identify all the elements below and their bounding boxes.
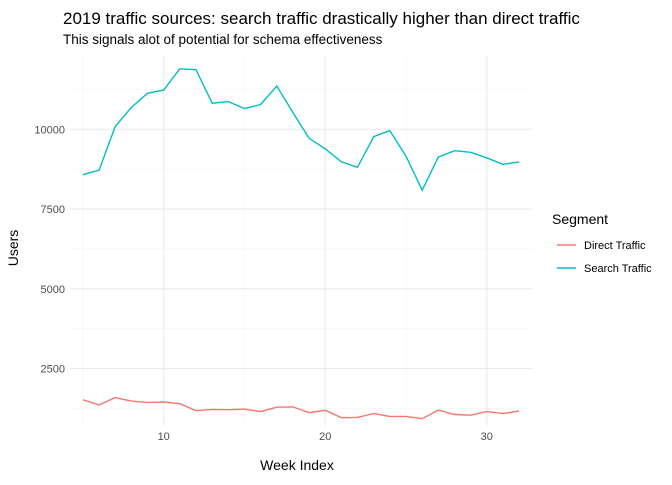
chart-title: 2019 traffic sources: search traffic dra… — [63, 9, 580, 28]
search-traffic-legend-label: Search Traffic — [584, 263, 652, 275]
y-tick-label: 7500 — [41, 204, 65, 216]
legend: Segment Direct Traffic Search Traffic — [552, 211, 652, 275]
direct-traffic-legend-label: Direct Traffic — [584, 240, 646, 252]
y-tick-label: 5000 — [41, 284, 65, 296]
y-axis-title: Users — [5, 230, 21, 267]
y-tick-label: 10000 — [34, 124, 65, 136]
x-axis-title: Week Index — [260, 457, 334, 473]
x-axis-ticks: 10 20 30 — [158, 431, 493, 443]
chart-subtitle: This signals alot of potential for schem… — [63, 32, 383, 47]
minor-gridlines — [70, 56, 532, 426]
x-tick-label: 10 — [158, 431, 170, 443]
legend-title: Segment — [552, 211, 608, 227]
x-tick-label: 20 — [319, 431, 331, 443]
search-traffic-line — [82, 68, 520, 192]
x-tick-label: 30 — [481, 431, 493, 443]
major-gridlines — [70, 56, 532, 426]
series-lines — [82, 68, 520, 420]
y-tick-label: 2500 — [41, 364, 65, 376]
y-axis-ticks: 2500 5000 7500 10000 — [34, 124, 65, 375]
direct-traffic-line — [82, 396, 520, 420]
